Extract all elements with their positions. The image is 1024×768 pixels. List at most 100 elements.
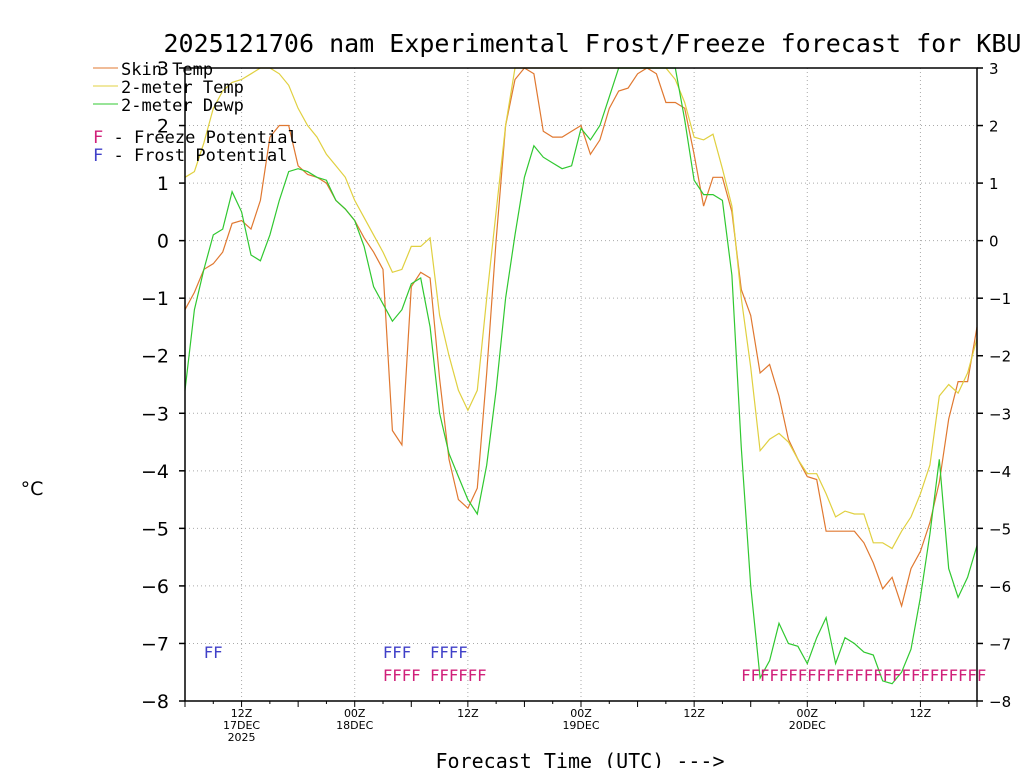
y-tick-label-right: 0 xyxy=(989,233,999,251)
freeze-mark: F xyxy=(958,666,967,685)
freeze-mark: F xyxy=(459,666,468,685)
legend-dewp-label: 2-meter Dewp xyxy=(121,96,244,116)
freeze-mark: F xyxy=(873,666,882,685)
freeze-mark: F xyxy=(977,666,986,685)
legend-skin-label: Skin Temp xyxy=(121,60,213,80)
chart-title: 2025121706 nam Experimental Frost/Freeze… xyxy=(164,29,1024,58)
frost-mark: F xyxy=(459,643,468,662)
legend-frost-entry: F - Frost Potential xyxy=(93,146,287,166)
freeze-mark: F xyxy=(845,666,854,685)
x-tick-label: 12Z xyxy=(457,707,479,720)
y-axis-label: °C xyxy=(21,478,44,500)
freeze-mark: F xyxy=(411,666,420,685)
y-tick-label: 2 xyxy=(157,116,169,138)
x-tick-label: 2025 xyxy=(228,731,256,744)
freeze-mark: F xyxy=(902,666,911,685)
freeze-mark: F xyxy=(770,666,779,685)
x-tick-label: 18DEC xyxy=(336,719,373,732)
frost-freeze-marks: F F F F F F F F FF F F F F F F F F F F F F F F F F F F F F F F F F F F F F F F… xyxy=(204,643,986,685)
y-tick-label-right: −3 xyxy=(989,405,1011,423)
freeze-mark: F xyxy=(836,666,845,685)
freeze-mark: F xyxy=(393,666,402,685)
y-tick-label-right: −2 xyxy=(989,348,1011,366)
x-tick-label: 19DEC xyxy=(562,719,599,732)
freeze-mark: F xyxy=(449,666,458,685)
y-tick-label-right: −7 xyxy=(989,635,1011,653)
y-tick-label: −4 xyxy=(141,461,169,483)
y-tick-label: 3 xyxy=(157,58,169,80)
frost-mark: F xyxy=(449,643,458,662)
frost-mark: F xyxy=(402,643,411,662)
frost-mark: F xyxy=(383,643,392,662)
freeze-mark: F xyxy=(930,666,939,685)
y-tick-label-right: −1 xyxy=(989,290,1011,308)
x-tick-label: 00Z xyxy=(344,707,366,720)
y-tick-label-right: −4 xyxy=(989,463,1011,481)
y-tick-label: −7 xyxy=(141,633,169,655)
freeze-mark: F xyxy=(892,666,901,685)
freeze-mark: F xyxy=(864,666,873,685)
freeze-mark: F xyxy=(477,666,486,685)
freeze-mark: F xyxy=(883,666,892,685)
freeze-mark: F xyxy=(751,666,760,685)
x-tick-label: 00Z xyxy=(797,707,819,720)
freeze-mark: F xyxy=(789,666,798,685)
y-tick-label: −5 xyxy=(141,518,169,540)
series-line-dewp xyxy=(184,67,978,685)
freeze-mark: F xyxy=(826,666,835,685)
freeze-mark: F xyxy=(855,666,864,685)
x-tick-label: 20DEC xyxy=(789,719,826,732)
y-tick-label-right: −8 xyxy=(989,693,1011,711)
y-tick-label: 0 xyxy=(157,231,169,253)
x-tick-label: 17DEC xyxy=(223,719,260,732)
y-tick-label: 1 xyxy=(157,173,169,195)
y-tick-label: −3 xyxy=(141,403,169,425)
freeze-mark: F xyxy=(741,666,750,685)
y-tick-label: −6 xyxy=(141,576,169,598)
legend-t2m-label: 2-meter Temp xyxy=(121,78,244,98)
y-tick-label-right: 1 xyxy=(989,175,999,193)
freeze-mark: F xyxy=(468,666,477,685)
legend: Skin Temp 2-meter Temp 2-meter Dewp F - … xyxy=(93,60,298,166)
freeze-mark: F xyxy=(807,666,816,685)
freeze-mark: F xyxy=(921,666,930,685)
freeze-mark: F xyxy=(779,666,788,685)
frost-mark: F xyxy=(393,643,402,662)
frost-mark: F xyxy=(440,643,449,662)
freeze-mark: F xyxy=(440,666,449,685)
freeze-mark: F xyxy=(798,666,807,685)
freeze-mark: F xyxy=(968,666,977,685)
freeze-mark: F xyxy=(949,666,958,685)
y-tick-label-right: −6 xyxy=(989,578,1011,596)
gridlines xyxy=(185,68,977,701)
x-tick-label: 12Z xyxy=(910,707,932,720)
y-axis-left: −8 −7 −6 −5 −4 −3 −2 −1 0 1 2 3 xyxy=(141,58,185,713)
legend-freeze-entry: F - Freeze Potential xyxy=(93,128,298,148)
y-tick-label: −2 xyxy=(141,346,169,368)
x-tick-label: 12Z xyxy=(231,707,253,720)
x-tick-label: 12Z xyxy=(683,707,705,720)
x-tick-label: 00Z xyxy=(570,707,592,720)
frost-mark: F xyxy=(430,643,439,662)
freeze-mark: F xyxy=(383,666,392,685)
legend-freeze-letter: F xyxy=(93,128,103,148)
y-axis-right: −8 −7 −6 −5 −4 −3 −2 −1 0 1 2 3 xyxy=(977,60,1011,711)
y-tick-label: −1 xyxy=(141,288,169,310)
freeze-mark: F xyxy=(911,666,920,685)
freeze-mark: F xyxy=(760,666,769,685)
y-tick-label-right: −5 xyxy=(989,520,1011,538)
freeze-mark: F xyxy=(430,666,439,685)
y-tick-label-right: 3 xyxy=(989,60,999,78)
freeze-mark: F xyxy=(817,666,826,685)
legend-freeze-label: - Freeze Potential xyxy=(103,128,297,148)
legend-frost-label: - Frost Potential xyxy=(103,146,287,166)
y-tick-label-right: 2 xyxy=(989,118,999,136)
y-tick-label: −8 xyxy=(141,691,169,713)
frost-mark: F xyxy=(213,643,222,662)
frost-mark: F xyxy=(204,643,213,662)
legend-frost-letter: F xyxy=(93,146,103,166)
x-axis-label: Forecast Time (UTC) ---> xyxy=(436,749,725,768)
freeze-mark: F xyxy=(939,666,948,685)
